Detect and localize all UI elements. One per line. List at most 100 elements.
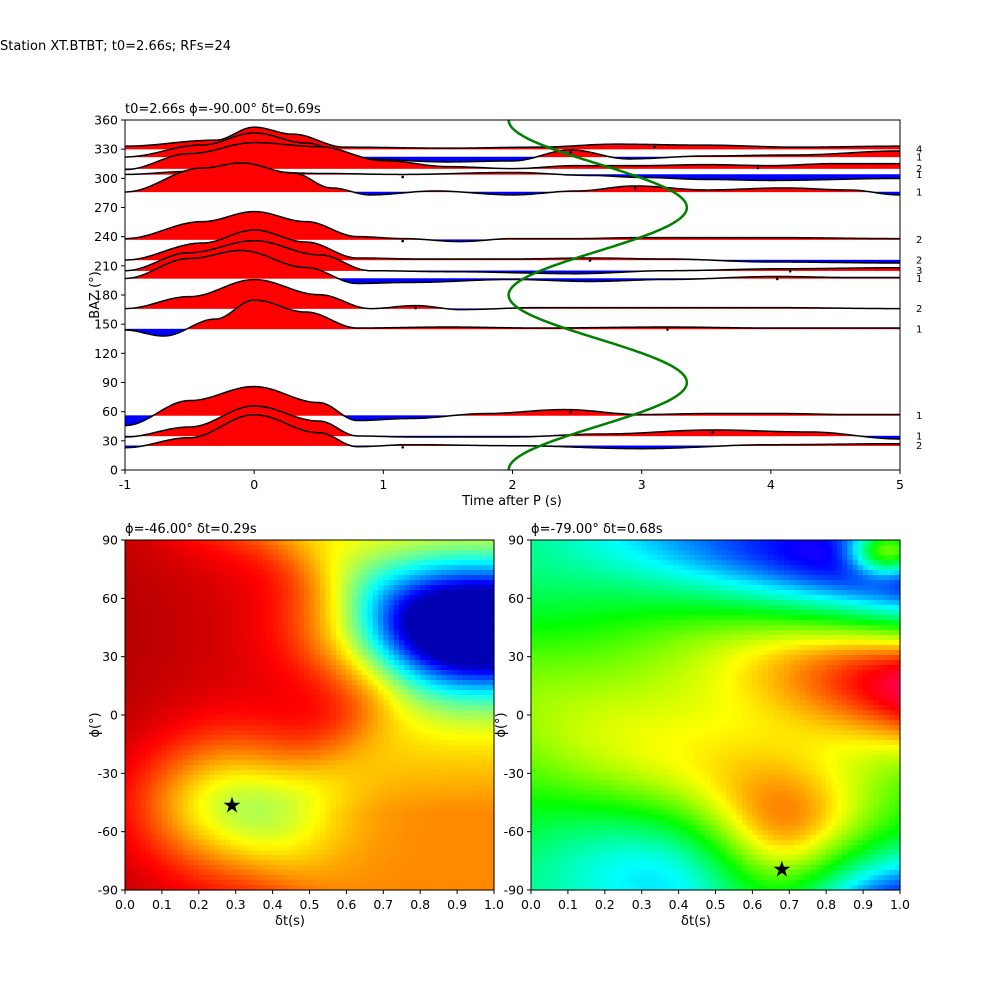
- rf-trace: [125, 249, 900, 285]
- rf-trace-line: [125, 229, 900, 264]
- y-tick-label: 120: [94, 346, 118, 361]
- rf-trace-count: 3: [916, 266, 922, 277]
- x-tick-label: 0.8: [410, 897, 430, 912]
- rf-trace: [125, 413, 900, 450]
- rf-trace-count: 1: [916, 274, 922, 285]
- rf-pick-dot: [588, 259, 592, 262]
- anisotropy-curve-line: [507, 120, 689, 470]
- rf-pick-dot: [414, 306, 417, 310]
- x-tick-label: 0.0: [521, 897, 541, 912]
- rf-trace: [125, 210, 900, 243]
- heatmap-right-xlabel: δt(s): [681, 914, 711, 929]
- x-tick-label: 0.1: [558, 897, 578, 912]
- rf-pick-dot: [666, 328, 669, 331]
- rf-trace-line: [125, 210, 900, 243]
- x-tick-label: 0.6: [742, 897, 762, 912]
- x-tick-label: 4: [767, 477, 775, 492]
- figure-suptitle: Station XT.BTBT; t0=2.66s; RFs=24: [0, 39, 231, 54]
- rf-pick-dot: [711, 431, 715, 434]
- x-tick-label: 0.2: [189, 897, 209, 912]
- rf-traces: [125, 126, 900, 450]
- rf-trace-line: [125, 299, 900, 337]
- x-tick-label: -1: [119, 477, 131, 492]
- y-tick-label: 300: [94, 171, 118, 186]
- rf-pick-dot: [756, 166, 760, 170]
- rf-trace-line: [125, 239, 900, 275]
- rf-trace-count: 1: [916, 431, 922, 442]
- y-tick-label: 210: [94, 258, 118, 273]
- rf-trace-count: 1: [916, 411, 922, 422]
- y-tick-label: -60: [504, 824, 524, 839]
- y-tick-label: 30: [102, 649, 118, 664]
- x-tick-label: 0.5: [300, 897, 320, 912]
- heatmap-left-cells: [125, 540, 495, 891]
- rf-pick-dot: [401, 239, 405, 243]
- rf-panel-title: t0=2.66s ϕ=-90.00° δt=0.69s: [125, 102, 321, 117]
- x-tick-label: 0.8: [816, 897, 836, 912]
- y-tick-label: -30: [98, 766, 118, 781]
- y-tick-label: -30: [504, 766, 524, 781]
- y-tick-label: 360: [94, 113, 118, 128]
- y-tick-label: 90: [508, 533, 524, 548]
- rf-pick-dot: [401, 445, 405, 449]
- y-tick-label: 90: [102, 375, 118, 390]
- heatmap-right-title: ϕ=-79.00° δt=0.68s: [531, 522, 663, 537]
- rf-trace-line: [125, 162, 900, 196]
- rf-trace-line: [125, 278, 900, 311]
- rf-trace: [125, 299, 900, 337]
- rf-trace: [125, 405, 900, 440]
- x-tick-label: 0.4: [263, 897, 283, 912]
- heatmap-left: ϕ=-46.00° δt=0.29s 0.0 0.1 0.2 0.3 0.4 0.5 0.6…: [88, 522, 504, 929]
- rf-pick-dot: [401, 175, 405, 179]
- y-tick-label: 180: [94, 288, 118, 303]
- y-tick-label: -60: [98, 824, 118, 839]
- rf-trace-count: 1: [916, 170, 922, 181]
- x-tick-label: 0.7: [373, 897, 393, 912]
- rf-trace: [125, 141, 900, 171]
- y-tick-label: 150: [94, 317, 118, 332]
- x-tick-label: 0.5: [706, 897, 726, 912]
- rf-trace: [125, 278, 900, 311]
- rf-trace-line: [125, 132, 900, 163]
- x-tick-label: 0.3: [226, 897, 246, 912]
- x-tick-label: 0.1: [152, 897, 172, 912]
- rf-trace: [125, 126, 900, 150]
- y-tick-label: -90: [98, 883, 118, 898]
- x-tick-label: 0: [250, 477, 258, 492]
- heatmap-left-ylabel: ϕ(°): [88, 712, 103, 737]
- x-tick-label: 0.9: [447, 897, 467, 912]
- rf-pick-dot: [653, 145, 656, 149]
- rf-ylabel: BAZ (°): [88, 271, 103, 319]
- rf-trace-line: [125, 249, 900, 285]
- x-tick-label: 0.3: [632, 897, 652, 912]
- y-tick-label: 30: [508, 649, 524, 664]
- rf-positive-fill: [143, 414, 900, 446]
- rf-trace: [125, 162, 900, 196]
- y-tick-label: 270: [94, 200, 118, 215]
- rf-trace-count: 1: [916, 325, 922, 336]
- y-tick-label: 240: [94, 229, 118, 244]
- rf-trace-count: 1: [916, 152, 922, 163]
- rf-trace-count: 2: [916, 235, 922, 246]
- y-tick-label: 60: [102, 591, 118, 606]
- y-tick-label: 90: [102, 533, 118, 548]
- rf-trace-count: 1: [916, 187, 922, 198]
- rf-trace-line: [125, 385, 900, 427]
- rf-trace-count: 2: [916, 164, 922, 175]
- x-tick-label: 0.4: [669, 897, 689, 912]
- best-fit-star-left: ★: [222, 793, 242, 818]
- x-tick-label: 1.0: [890, 897, 910, 912]
- heatmap-left-ticks: 0.0 0.1 0.2 0.3 0.4 0.5 0.6 0.7 0.8 0.9 1.0 -90 -60 -…: [98, 533, 504, 913]
- heatmap-right-ticks: 0.0 0.1 0.2 0.3 0.4 0.5 0.6 0.7 0.8 0.9 1.0 -90 -60 -…: [504, 533, 910, 913]
- heatmap-right-ylabel: ϕ(°): [494, 712, 509, 737]
- rf-panel: t0=2.66s ϕ=-90.00° δt=0.69s -1 0 1 2 3 4 50306…: [88, 102, 922, 509]
- heatmap-left-xlabel: δt(s): [275, 914, 305, 929]
- y-tick-label: 30: [102, 433, 118, 448]
- y-tick-label: 0: [110, 463, 118, 478]
- x-tick-label: 1: [379, 477, 387, 492]
- y-tick-label: 60: [102, 404, 118, 419]
- heatmap-left-title: ϕ=-46.00° δt=0.29s: [125, 522, 257, 537]
- rf-pick-dot: [633, 187, 637, 190]
- rf-trace-line: [125, 405, 900, 440]
